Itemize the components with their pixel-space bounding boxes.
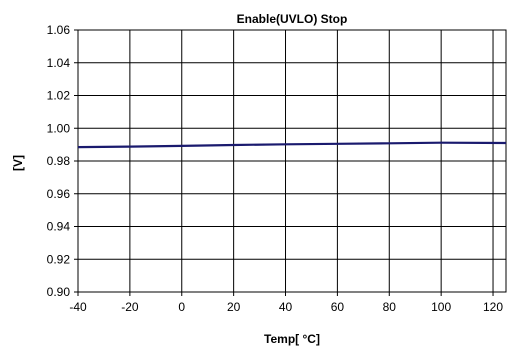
y-tick-label: 0.96 bbox=[47, 187, 71, 201]
x-tick-label: 60 bbox=[331, 300, 345, 314]
chart-title: Enable(UVLO) Stop bbox=[237, 12, 348, 26]
x-tick-label: 120 bbox=[483, 300, 503, 314]
y-tick-label: 0.94 bbox=[47, 220, 71, 234]
y-tick-label: 0.92 bbox=[47, 252, 71, 266]
y-tick-label: 1.04 bbox=[47, 56, 71, 70]
y-tick-labels: 0.90 0.92 0.94 0.96 0.98 1.00 1.02 1.04 1.06 bbox=[47, 23, 71, 299]
y-tick-label: 0.98 bbox=[47, 154, 71, 168]
x-axis-label: Temp[ °C] bbox=[264, 332, 320, 346]
series-line-0 bbox=[77, 141, 507, 149]
x-tick-labels: -40 -20 0 20 40 60 80 100 120 bbox=[69, 300, 503, 314]
y-tick-label: 1.06 bbox=[47, 23, 71, 37]
y-axis-label: [V] bbox=[11, 155, 25, 171]
chart-grid bbox=[74, 29, 506, 296]
x-tick-label: -20 bbox=[121, 300, 139, 314]
x-tick-label: 0 bbox=[178, 300, 185, 314]
x-tick-label: -40 bbox=[69, 300, 87, 314]
y-tick-label: 1.00 bbox=[47, 121, 71, 135]
x-tick-label: 100 bbox=[431, 300, 451, 314]
x-tick-label: 80 bbox=[383, 300, 397, 314]
plot-area bbox=[77, 29, 507, 293]
series-layer bbox=[77, 141, 507, 149]
y-tick-label: 1.02 bbox=[47, 89, 71, 103]
x-tick-label: 20 bbox=[227, 300, 241, 314]
x-tick-label: 40 bbox=[279, 300, 293, 314]
y-tick-label: 0.90 bbox=[47, 285, 71, 299]
